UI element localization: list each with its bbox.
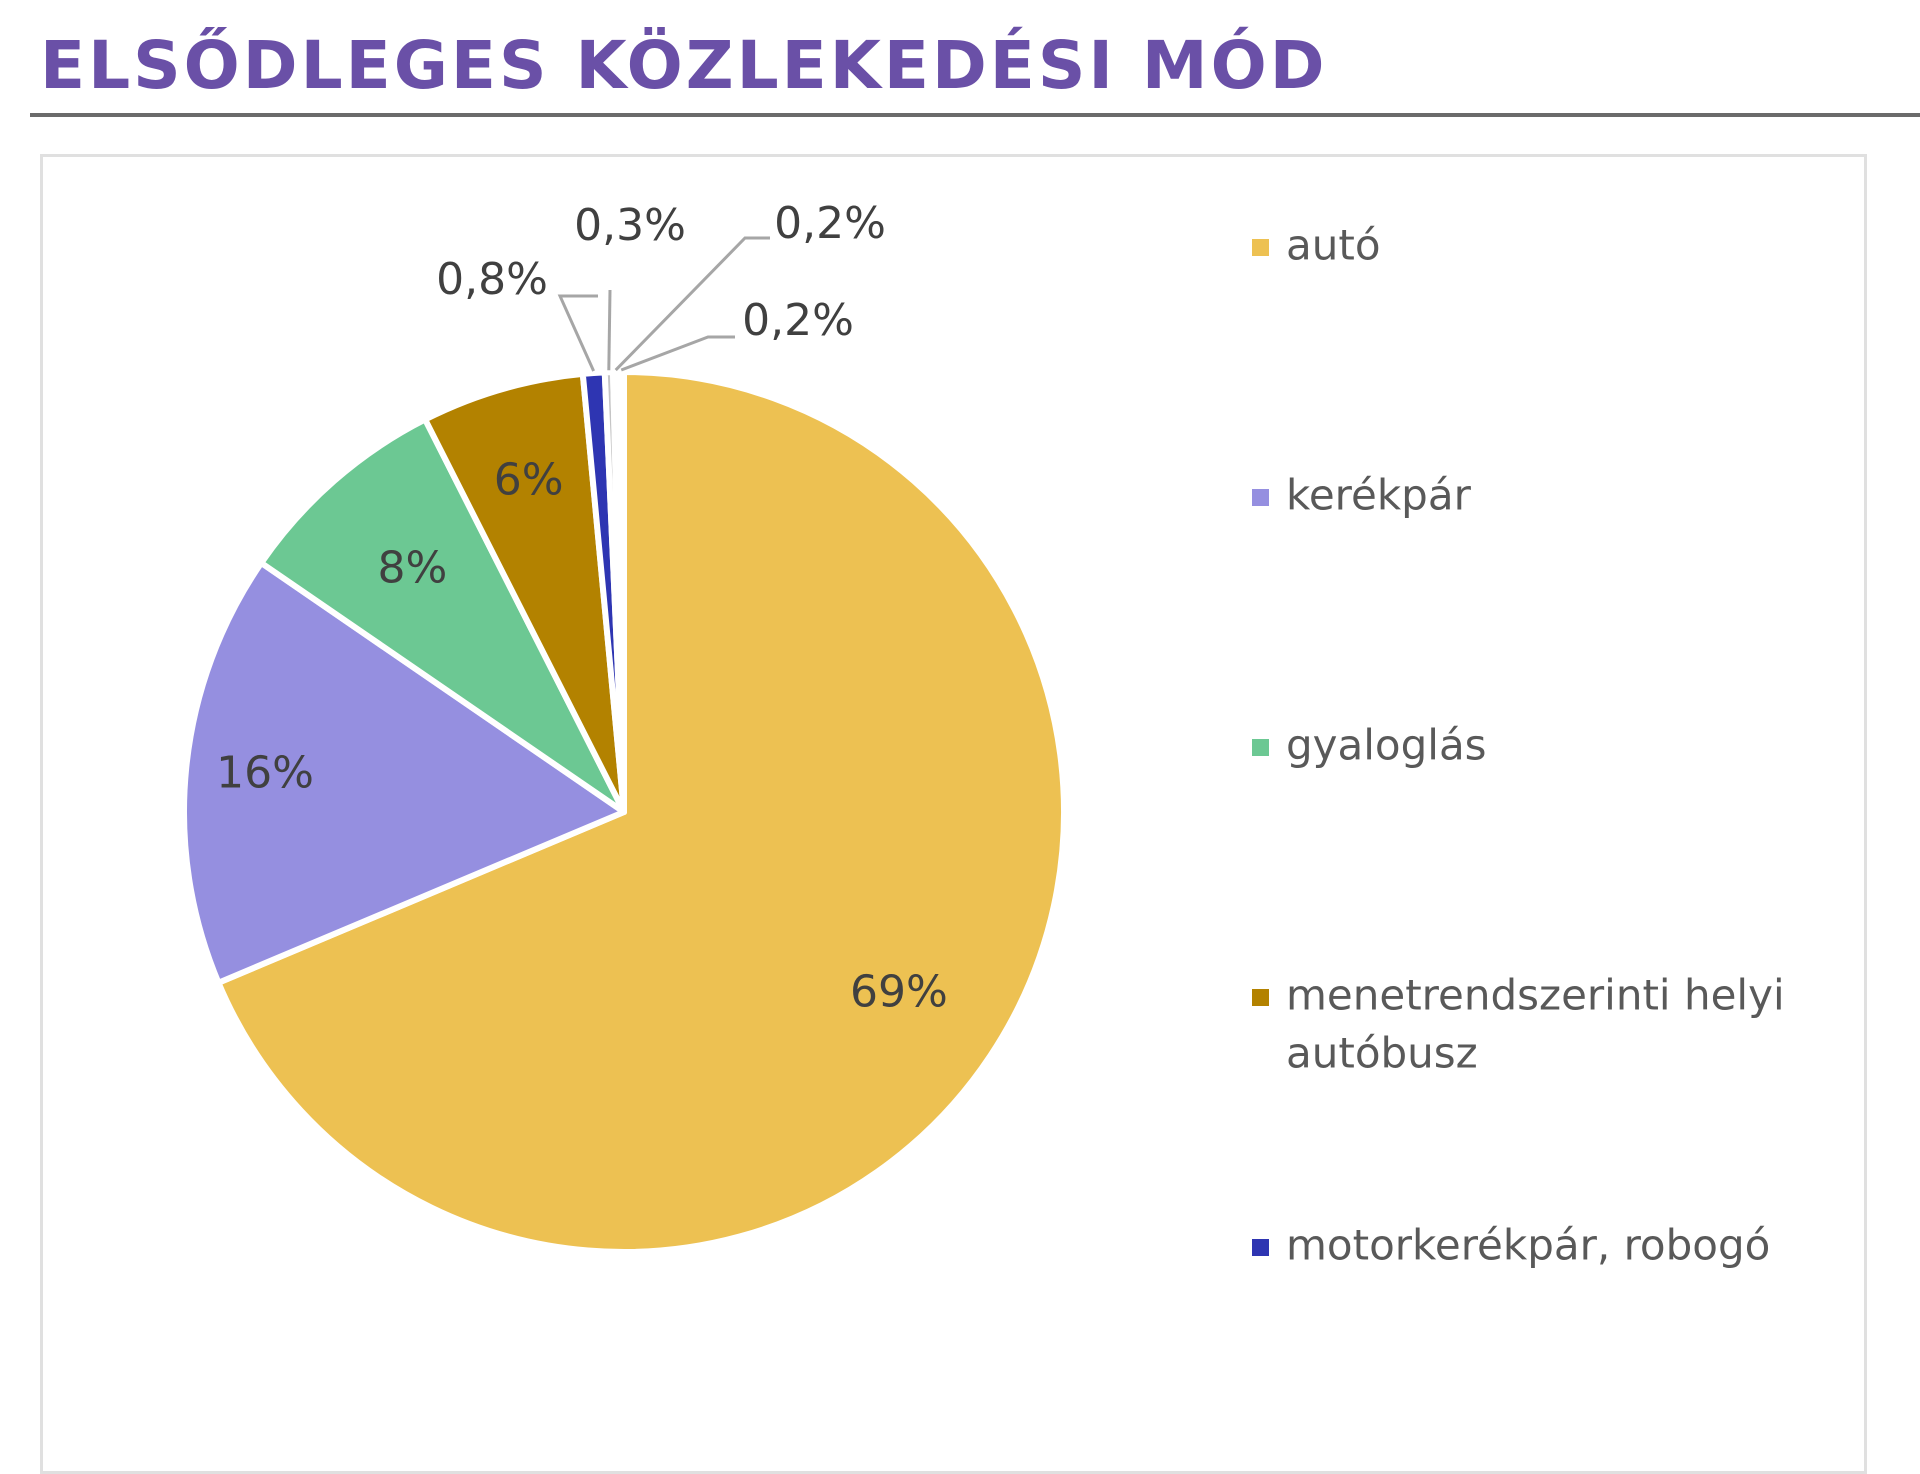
- data-label-0: 69%: [850, 967, 948, 1018]
- legend-item-3: menetrendszerinti helyi autóbusz: [1252, 971, 1785, 1078]
- legend-item-4: motorkerékpár, robogó: [1252, 1221, 1770, 1270]
- leader-lines: [557, 236, 770, 372]
- legend-swatch-2: [1252, 739, 1269, 756]
- data-label-2: 8%: [378, 542, 448, 593]
- pie-slices: [181, 368, 1067, 1255]
- pie-slice-7: [615, 368, 627, 815]
- leader-line-7: [620, 335, 735, 372]
- title-underline: [30, 113, 1920, 117]
- legend-label-2-0: gyaloglás: [1286, 721, 1487, 770]
- legend-swatch-1: [1252, 489, 1269, 506]
- pie-slice-2: [258, 416, 627, 815]
- data-label-4: 0,8%: [436, 254, 548, 305]
- legend-swatch-0: [1252, 239, 1269, 256]
- legend: autó kerékpár gyaloglás menetrendszerinti h…: [1252, 221, 1785, 1270]
- data-label-6: 0,2%: [774, 198, 886, 249]
- data-label-3: 6%: [494, 454, 564, 505]
- legend-swatch-4: [1252, 1239, 1269, 1256]
- page-title: ELSŐDLEGES KÖZLEKEDÉSI MÓD: [40, 27, 1328, 104]
- legend-label-3-1: autóbusz: [1286, 1029, 1478, 1078]
- data-labels: 69% 16% 8% 6% 0,8% 0,3% 0,2% 0,2%: [216, 198, 948, 1018]
- legend-label-0-0: autó: [1286, 221, 1381, 270]
- leader-line-5: [607, 289, 612, 371]
- legend-swatch-3: [1252, 989, 1269, 1006]
- pie-slice-1: [181, 559, 627, 986]
- pie-slice-0: [215, 369, 1067, 1255]
- pie-slice-3: [422, 370, 627, 815]
- legend-label-4-0: motorkerékpár, robogó: [1286, 1221, 1770, 1270]
- legend-label-1-0: kerékpár: [1286, 471, 1472, 520]
- legend-label-3-0: menetrendszerinti helyi: [1286, 971, 1785, 1020]
- leader-line-4: [557, 294, 598, 372]
- legend-item-0: autó: [1252, 221, 1381, 270]
- legend-item-1: kerékpár: [1252, 471, 1472, 520]
- data-label-7: 0,2%: [742, 295, 854, 346]
- data-label-5: 0,3%: [574, 200, 686, 251]
- data-label-1: 16%: [216, 747, 314, 798]
- leader-line-6: [614, 236, 770, 372]
- legend-item-2: gyaloglás: [1252, 721, 1487, 770]
